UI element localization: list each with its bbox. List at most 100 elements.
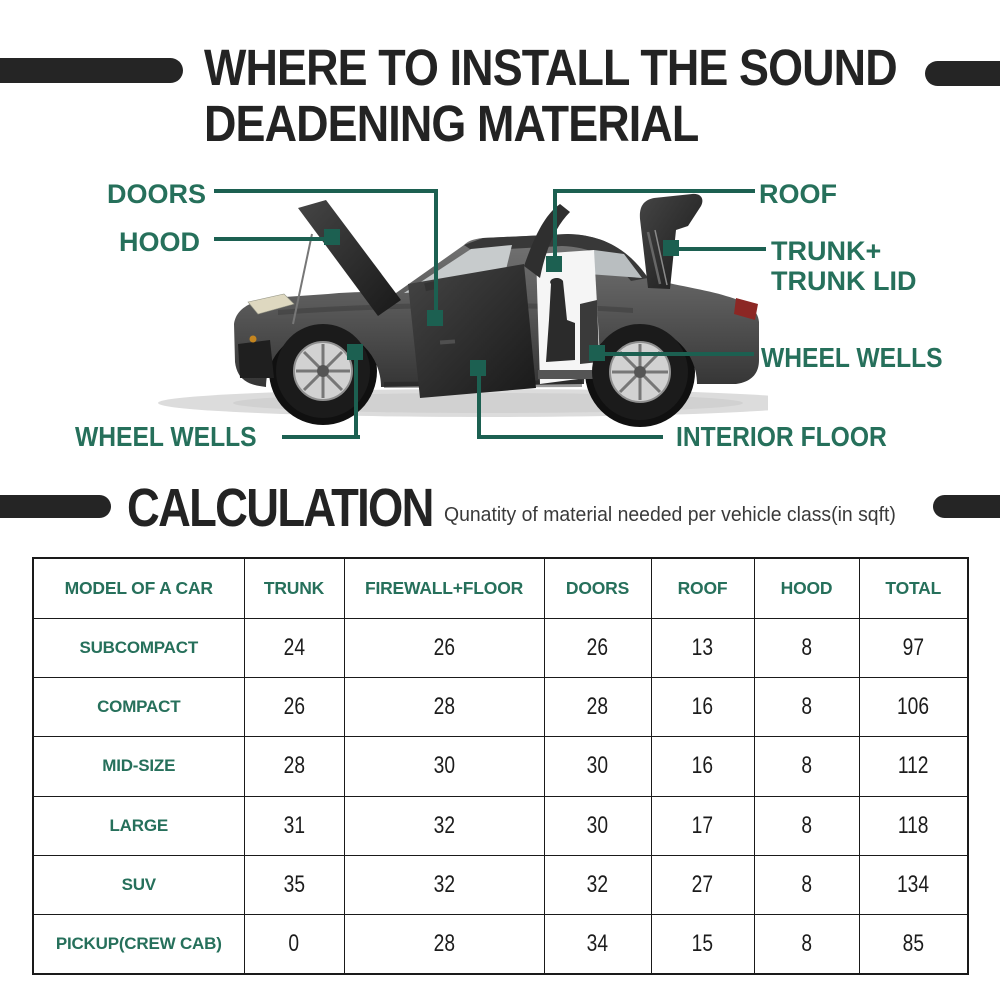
label-wheel-wells-right: WHEEL WELLS [761,342,943,373]
trunk-strut [646,231,662,285]
connector-wheel-wells-right-endpoint [589,345,605,361]
front-wheel [276,324,370,418]
cell-value: 97 [858,617,969,679]
cell-value: 13 [650,617,755,679]
calc-accent-bar-right [933,495,1000,518]
cell-value: 8 [753,736,860,797]
table-row-subcompact: SUBCOMPACT 24 26 26 13 8 97 [32,617,969,679]
door-handle [439,339,456,345]
table-row-suv: SUV 35 32 32 27 8 134 [32,854,969,916]
connector-hood-endpoint [324,229,340,245]
cell-value: 35 [243,854,345,916]
header-doors: DOORS [543,557,652,619]
header-hood: HOOD [753,557,860,619]
label-hood: HOOD [119,227,200,257]
cell-value: 31 [243,795,345,856]
rear-wheel [592,324,688,420]
rear-quarter-glass [588,250,642,278]
row-label: PICKUP(CREW CAB) [32,914,245,975]
cell-value: 28 [343,914,545,975]
cell-value: 8 [753,854,860,916]
connector-doors-h [214,189,438,193]
front-seat [546,277,575,362]
cell-value: 26 [243,677,345,738]
calculation-heading: CALCULATION [127,478,434,538]
cell-value: 32 [543,854,652,916]
table-row-compact: COMPACT 26 28 28 16 8 106 [32,677,969,738]
connector-trunk-h [670,247,766,251]
cell-value: 16 [650,736,755,797]
cell-value: 8 [753,677,860,738]
table-row-pickup: PICKUP(CREW CAB) 0 28 34 15 8 85 [32,914,969,975]
calc-accent-bar-left [0,495,111,518]
header-roof: ROOF [650,557,755,619]
fog-light [249,335,257,343]
row-label: LARGE [32,795,245,856]
label-trunk-line2: TRUNK LID [771,266,917,296]
connector-wheel-wells-left-h [282,435,360,439]
connector-interior-floor-v [477,368,481,439]
hood-prop-rod [292,233,313,325]
row-label: SUBCOMPACT [32,617,245,679]
cell-value: 28 [543,677,652,738]
label-trunk-line1: TRUNK+ [771,236,882,266]
materials-table: MODEL OF A CAR TRUNK FIREWALL+FLOOR DOOR… [32,557,969,975]
cell-value: 32 [343,854,545,916]
label-roof: ROOF [759,179,837,209]
header-firewall-floor: FIREWALL+FLOOR [343,557,545,619]
cell-value: 8 [753,617,860,679]
label-doors: DOORS [107,179,207,209]
headlight [247,293,295,315]
front-grille [238,340,274,378]
floor-sill [538,370,600,379]
cell-value: 34 [543,914,652,975]
label-wheel-wells-left: WHEEL WELLS [75,421,257,452]
cell-value: 85 [858,914,969,975]
cell-value: 112 [858,736,969,797]
cell-value: 118 [858,795,969,856]
cell-value: 0 [243,914,345,975]
cell-value: 28 [243,736,345,797]
header-total: TOTAL [858,557,969,619]
cell-value: 30 [543,736,652,797]
connector-hood-h [214,237,330,241]
connector-roof-endpoint [546,256,562,272]
cell-value: 32 [343,795,545,856]
cell-value: 26 [343,617,545,679]
tail-light [734,298,758,320]
cell-value: 16 [650,677,755,738]
cell-value: 28 [343,677,545,738]
title-accent-bar-left [0,58,183,83]
cell-value: 106 [858,677,969,738]
door-window-frame [524,204,570,278]
cell-value: 8 [753,795,860,856]
row-label: COMPACT [32,677,245,738]
car-illustration [158,193,768,427]
cell-value: 24 [243,617,345,679]
cell-value: 30 [343,736,545,797]
connector-interior-floor-h [477,435,663,439]
cell-value: 17 [650,795,755,856]
row-label: MID-SIZE [32,736,245,797]
table-row-large: LARGE 31 32 30 17 8 118 [32,795,969,856]
hood-open [298,200,401,316]
table-header-row: MODEL OF A CAR TRUNK FIREWALL+FLOOR DOOR… [32,557,969,619]
calculation-subtitle: Qunatity of material needed per vehicle … [444,504,896,526]
connector-roof-v [553,189,557,263]
connector-wheel-wells-left-v [354,352,358,439]
label-trunk: TRUNK+ TRUNK LID [771,236,916,296]
cell-value: 27 [650,854,755,916]
page-title: WHERE TO INSTALL THE SOUND DEADENING MAT… [204,40,898,152]
label-interior-floor: INTERIOR FLOOR [676,421,887,452]
connector-trunk-endpoint [663,240,679,256]
connector-wheel-wells-right-h [596,352,754,356]
connector-doors-v [434,189,438,317]
header-trunk: TRUNK [243,557,345,619]
connector-interior-floor-endpoint [470,360,486,376]
page-title-line2: DEADENING MATERIAL [204,95,699,152]
cell-value: 15 [650,914,755,975]
cell-value: 8 [753,914,860,975]
connector-wheel-wells-left-endpoint [347,344,363,360]
cell-value: 30 [543,795,652,856]
header-model: MODEL OF A CAR [32,557,245,619]
